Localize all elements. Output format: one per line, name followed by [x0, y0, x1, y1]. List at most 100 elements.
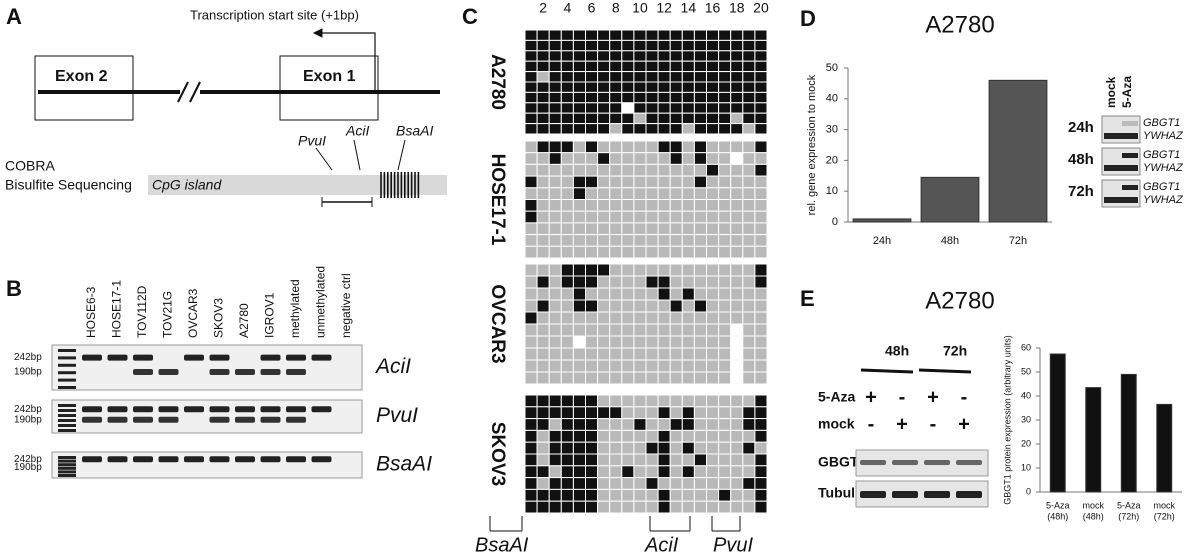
cpg-cell	[524, 394, 538, 408]
cpg-cell	[621, 465, 635, 479]
cpg-cell	[585, 287, 599, 301]
cpg-cell	[548, 245, 562, 259]
cpg-cell	[645, 287, 659, 301]
cpg-cell	[730, 299, 744, 313]
time-label: 48h	[885, 343, 909, 359]
cpg-cell	[572, 152, 587, 165]
cpg-cell	[560, 359, 574, 373]
cpg-cell	[548, 187, 562, 201]
cpg-cell	[645, 71, 659, 83]
blot-band	[956, 491, 982, 498]
cpg-cell	[742, 123, 756, 135]
cpg-cell	[730, 60, 744, 73]
cpg-cell	[645, 500, 659, 514]
time-label: 24h	[1068, 119, 1094, 136]
cpg-cell	[742, 187, 756, 201]
blot-band	[1122, 153, 1138, 158]
cpg-cell	[597, 429, 611, 443]
cpg-cell	[597, 81, 611, 93]
cpg-cell	[669, 311, 683, 325]
cpg-cell	[536, 210, 550, 224]
cpg-cell	[585, 234, 599, 247]
cpg-cell	[633, 477, 647, 490]
cpg-cell	[536, 394, 550, 408]
cpg-cell	[693, 406, 708, 420]
cpg-cell	[621, 140, 635, 154]
sign: -	[961, 386, 968, 408]
cpg-cell	[742, 199, 756, 212]
cpg-cell	[621, 488, 635, 502]
cpg-cell	[609, 91, 623, 104]
cpg-cell	[718, 199, 732, 212]
cpg-cell	[657, 163, 671, 177]
cpg-cell	[645, 60, 659, 73]
cpg-cell	[742, 175, 756, 189]
bar	[988, 79, 1048, 223]
cpg-cell	[657, 418, 671, 431]
cpg-cell	[548, 371, 562, 385]
cpg-cell	[669, 441, 683, 455]
cpg-cell	[536, 335, 550, 349]
cpg-cell	[572, 112, 587, 125]
cpg-cell	[524, 199, 538, 212]
cpg-cell	[669, 335, 683, 349]
cpg-cell	[536, 465, 550, 479]
cpg-cell	[742, 418, 756, 431]
cpg-cell	[706, 500, 720, 514]
cpg-cell	[560, 371, 574, 385]
gel-image	[51, 399, 363, 434]
column-number: 10	[632, 0, 648, 16]
cpg-cell	[572, 287, 587, 301]
cpg-cell	[524, 371, 538, 385]
ladder-band	[58, 386, 76, 389]
cpg-cell	[754, 263, 768, 277]
cpg-cell	[742, 163, 756, 177]
cpg-cell	[645, 465, 659, 479]
cpg-cell	[536, 453, 550, 467]
cpg-cell	[524, 50, 538, 62]
cpg-cell	[548, 140, 562, 154]
cpg-cell	[585, 199, 599, 212]
exon-label: Exon 2	[55, 68, 108, 85]
cpg-cell	[609, 112, 623, 125]
cpg-cell	[681, 112, 695, 125]
y-tick-label: 50	[1021, 366, 1031, 376]
cpg-cell	[572, 488, 587, 502]
cpg-cell	[597, 418, 611, 431]
cpg-cell	[585, 406, 599, 420]
cpg-cell	[730, 335, 744, 349]
cpg-cell	[621, 50, 635, 62]
cpg-cell	[754, 488, 768, 502]
cpg-cell	[621, 477, 635, 490]
cpg-cell	[609, 465, 623, 479]
cpg-cell	[742, 500, 756, 514]
cpg-cell	[669, 359, 683, 373]
cpg-cell	[693, 152, 708, 165]
cpg-cell	[536, 60, 550, 73]
cpg-cell	[645, 245, 659, 259]
cpg-cell	[524, 102, 538, 114]
x-tick-label: 48h	[941, 235, 959, 247]
group-label: OVCAR3	[487, 284, 508, 363]
cpg-cell	[669, 347, 683, 361]
cpg-cell	[560, 187, 574, 201]
cpg-cell	[621, 39, 635, 52]
cpg-cell	[754, 112, 768, 125]
cpg-cell	[718, 71, 732, 83]
gel-band	[82, 416, 102, 423]
cpg-cell	[572, 359, 587, 373]
cpg-cell	[657, 187, 671, 201]
cpg-cell	[718, 418, 732, 431]
cpg-cell	[730, 50, 744, 62]
cpg-cell	[597, 245, 611, 259]
cpg-cell	[609, 299, 623, 313]
cpg-cell	[718, 287, 732, 301]
cpg-cell	[681, 347, 695, 361]
sign: +	[865, 386, 877, 408]
cpg-cell	[633, 71, 647, 83]
cpg-cell	[681, 123, 695, 135]
cpg-cell	[754, 359, 768, 373]
cpg-cell	[657, 71, 671, 83]
cpg-cell	[572, 163, 587, 177]
cpg-cell	[693, 371, 708, 385]
